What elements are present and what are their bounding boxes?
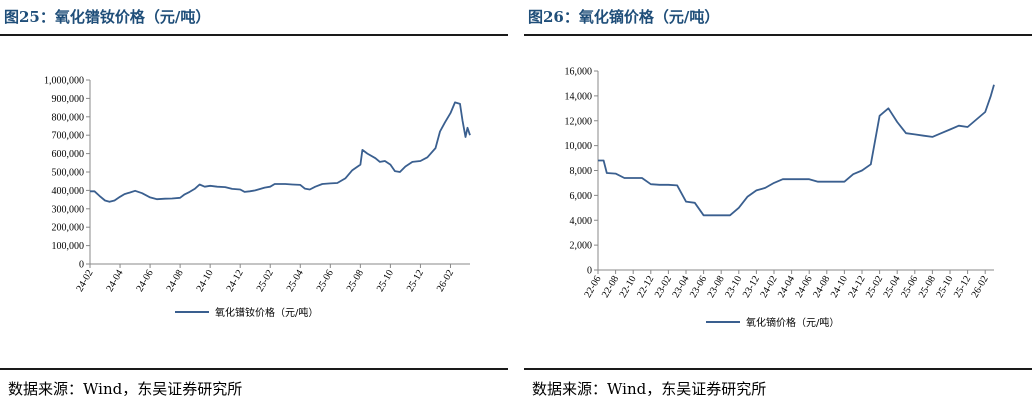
- x-tick-label: 25-12: [952, 274, 973, 300]
- legend-label: 氧化镨钕价格（元/吨）: [215, 306, 318, 319]
- line-chart: 0 2,000 4,000 6,000 8,000 10,000 12,000 14,000 1…: [565, 67, 995, 329]
- x-tick-label: 24-02: [758, 274, 779, 300]
- x-tick-label: 23-04: [670, 274, 691, 300]
- y-tick-label: 12,000: [565, 116, 593, 127]
- title-rule: [524, 34, 1032, 36]
- x-tick-label: 23-10: [723, 274, 744, 300]
- y-tick-label: 600,000: [52, 149, 85, 160]
- source-note: 数据来源：Wind，东吴证券研究所: [8, 380, 243, 398]
- x-tick-label: 24-12: [846, 274, 867, 300]
- x-tick-label: 25-08: [345, 268, 366, 294]
- x-tick-label: 24-12: [225, 268, 246, 294]
- y-tick-label: 900,000: [52, 94, 85, 105]
- x-tick-label: 22-10: [618, 274, 639, 300]
- chart-panel-left: 图25：氧化镨钕价格（元/吨） 0 100,000 200,000 300,000 40…: [0, 0, 508, 402]
- y-tick-label: 200,000: [52, 223, 85, 234]
- title-rule: [0, 34, 508, 36]
- series-line: [598, 84, 995, 217]
- y-tick-label: 300,000: [52, 204, 85, 215]
- x-tick-label: 23-08: [706, 274, 727, 300]
- x-tick-label: 25-06: [899, 274, 920, 300]
- footer-rule: [0, 368, 508, 370]
- chart-title: 图25：氧化镨钕价格（元/吨）: [4, 8, 211, 26]
- line-chart: 0 100,000 200,000 300,000 400,000 500,000 600,…: [44, 76, 471, 319]
- y-tick-label: 400,000: [52, 186, 85, 197]
- x-tick-label: 26-02: [435, 268, 456, 294]
- x-tick-label: 25-04: [285, 268, 306, 294]
- x-tick-label: 25-10: [934, 274, 955, 300]
- x-tick-label: 24-08: [811, 274, 832, 300]
- y-tick-label: 4,000: [570, 216, 593, 227]
- x-tick-label: 24-06: [794, 274, 815, 300]
- y-tick-label: 14,000: [565, 91, 593, 102]
- footer-rule: [524, 368, 1032, 370]
- x-tick-label: 25-08: [917, 274, 938, 300]
- y-tick-label: 1,000,000: [44, 76, 84, 87]
- y-tick-label: 2,000: [570, 241, 593, 252]
- x-tick-label: 24-10: [829, 274, 850, 300]
- x-tick-label: 23-06: [688, 274, 709, 300]
- series-line: [90, 101, 471, 203]
- source-note: 数据来源：Wind，东吴证券研究所: [532, 380, 767, 398]
- x-tick-label: 24-04: [776, 274, 797, 300]
- x-tick-label: 23-12: [741, 274, 762, 300]
- x-tick-label: 25-10: [375, 268, 396, 294]
- x-tick-label: 24-06: [134, 268, 155, 294]
- x-tick-label: 22-06: [582, 274, 603, 300]
- y-tick-label: 16,000: [565, 67, 593, 78]
- x-tick-label: 22-08: [600, 274, 621, 300]
- x-tick-label: 23-02: [653, 274, 674, 300]
- y-tick-label: 10,000: [565, 141, 593, 152]
- x-tick-label: 25-02: [255, 268, 276, 294]
- chart-panel-right: 图26：氧化镝价格（元/吨） 0 2,000 4,000 6,000 8,000 10,0…: [524, 0, 1032, 402]
- x-tick-label: 24-02: [74, 268, 95, 294]
- x-tick-label: 25-02: [864, 274, 885, 300]
- y-tick-label: 100,000: [52, 241, 85, 252]
- y-tick-label: 0: [79, 260, 84, 271]
- y-tick-label: 500,000: [52, 168, 85, 179]
- y-tick-label: 800,000: [52, 112, 85, 123]
- legend-label: 氧化镝价格（元/吨）: [746, 316, 839, 329]
- x-tick-label: 24-08: [165, 268, 186, 294]
- y-tick-label: 700,000: [52, 131, 85, 142]
- x-tick-label: 24-04: [104, 268, 125, 294]
- y-tick-label: 8,000: [570, 166, 593, 177]
- chart-title: 图26：氧化镝价格（元/吨）: [528, 8, 720, 26]
- x-tick-label: 22-12: [635, 274, 656, 300]
- x-tick-label: 25-12: [405, 268, 426, 294]
- x-tick-label: 25-04: [882, 274, 903, 300]
- y-tick-label: 6,000: [570, 191, 593, 202]
- y-tick-label: 0: [587, 266, 592, 277]
- x-tick-label: 25-06: [315, 268, 336, 294]
- x-tick-label: 24-10: [195, 268, 216, 294]
- x-tick-label: 26-02: [970, 274, 991, 300]
